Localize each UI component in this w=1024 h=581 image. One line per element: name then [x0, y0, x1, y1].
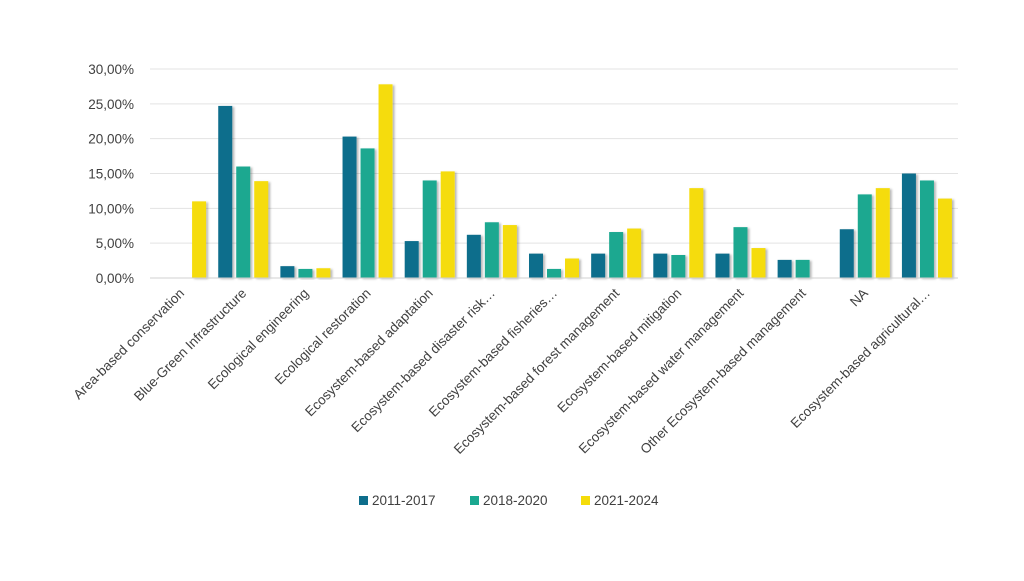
legend-label: 2018-2020: [483, 493, 548, 508]
legend-swatch: [359, 496, 368, 505]
y-tick-label: 5,00%: [96, 236, 134, 251]
bar-2021-2024-0: [192, 201, 207, 278]
bar-2021-2024-5: [502, 225, 517, 278]
bar-2021-2024-1: [254, 181, 269, 278]
bar-2021-2024-3: [378, 84, 393, 279]
bar-2018-2020-9: [733, 227, 748, 278]
bar-2011-2017-6: [529, 253, 543, 278]
bar-2011-2017-10: [777, 259, 792, 278]
bar-2011-2017-12: [901, 173, 916, 278]
bar-2021-2024-6: [565, 258, 579, 278]
bar-2018-2020-4: [422, 180, 437, 278]
x-category-label: Area-based conservation: [70, 286, 187, 403]
bar-2011-2017-7: [591, 253, 606, 278]
bar-2011-2017-3: [342, 136, 357, 278]
legend: 2011-2017 2018-2020 2021-2024: [359, 493, 659, 508]
bar-2018-2020-11: [857, 194, 872, 278]
bar-2021-2024-8: [689, 188, 704, 278]
y-tick-label: 25,00%: [88, 97, 134, 112]
bar-2018-2020-10: [795, 259, 810, 278]
y-tick-label: 15,00%: [88, 167, 134, 182]
bar-2011-2017-4: [404, 241, 419, 278]
bar-2011-2017-2: [280, 266, 295, 278]
bar-2018-2020-12: [919, 180, 934, 278]
y-tick-label: 10,00%: [88, 201, 134, 216]
x-category-label: Ecosystem-based agricultural…: [788, 286, 933, 431]
y-axis: 0,00% 5,00% 10,00% 15,00% 20,00% 25,00% 30,00%: [88, 62, 134, 286]
bar-2021-2024-9: [751, 248, 766, 278]
bar-2021-2024-11: [875, 188, 890, 278]
bar-2021-2024-12: [937, 198, 952, 278]
x-category-label: Ecosystem-based fisheries…: [426, 286, 560, 420]
x-category-label: Ecological engineering: [205, 286, 312, 393]
legend-swatch: [581, 496, 590, 505]
bar-2018-2020-3: [360, 148, 375, 278]
legend-swatch: [470, 496, 479, 505]
bar-2018-2020-8: [671, 255, 686, 278]
legend-label: 2011-2017: [372, 493, 436, 508]
bar-2018-2020-7: [609, 232, 624, 278]
gridlines: [150, 68, 958, 244]
bar-2021-2024-4: [440, 171, 455, 278]
bar-2011-2017-1: [218, 105, 233, 278]
x-category-label: NA: [847, 286, 871, 310]
y-tick-label: 30,00%: [88, 62, 134, 77]
x-category-label: Blue-Green Infrastructure: [131, 286, 249, 404]
x-category-label: Ecosystem-based adaptation: [302, 286, 436, 420]
bar-2018-2020-5: [484, 222, 499, 278]
bar-2018-2020-1: [236, 166, 251, 278]
y-tick-label: 20,00%: [88, 132, 134, 147]
bar-2018-2020-6: [547, 268, 561, 278]
x-category-label: Ecosystem-based mitigation: [554, 286, 684, 416]
bar-2021-2024-2: [316, 268, 331, 278]
bar-2011-2017-8: [653, 253, 668, 278]
bar-2018-2020-2: [298, 268, 313, 278]
bars: [192, 84, 952, 279]
bar-2011-2017-9: [715, 253, 730, 278]
y-tick-label: 0,00%: [96, 271, 134, 286]
bar-2021-2024-7: [627, 228, 642, 278]
legend-label: 2021-2024: [594, 493, 659, 508]
bar-2011-2017-11: [839, 229, 854, 278]
bar-2011-2017-5: [466, 234, 481, 278]
